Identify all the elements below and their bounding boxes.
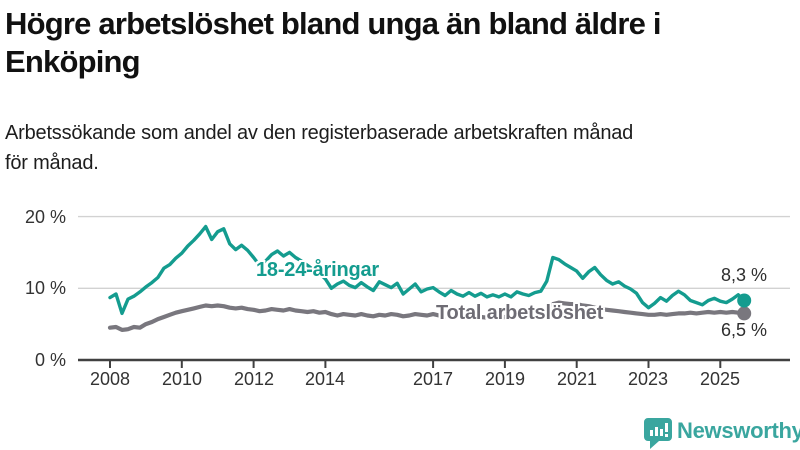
y-axis-tick-label-0: 0 %	[34, 350, 66, 370]
brand-wordmark: Newsworthy	[677, 418, 800, 443]
page-title-line-1: Högre arbetslöshet bland unga än bland ä…	[5, 6, 661, 41]
page-title-line-2: Enköping	[5, 44, 141, 79]
series-label-18-24: 18-24-åringar	[256, 259, 380, 281]
series-label-total: Total arbetslöshet	[436, 302, 604, 324]
page-title: Högre arbetslöshet bland unga än bland ä…	[5, 5, 785, 81]
page-subtitle-line-1: Arbetssökande som andel av den registerb…	[5, 122, 634, 144]
x-axis-tick-label-2008: 2008	[89, 369, 131, 389]
x-axis-tick-label-2010: 2010	[161, 369, 203, 389]
newsworthy-logo-icon	[644, 418, 672, 449]
x-axis-tick-label-2019: 2019	[484, 369, 526, 389]
y-axis-tick-label-20: 20 %	[24, 207, 66, 227]
x-axis-tick-label-2021: 2021	[556, 369, 598, 389]
x-axis-tick-label-2025: 2025	[699, 369, 741, 389]
x-axis-tick-label-2023: 2023	[627, 369, 669, 389]
x-axis-tick-label-2012: 2012	[233, 369, 275, 389]
page-subtitle-line-2: för månad.	[5, 152, 99, 174]
page-subtitle: Arbetssökande som andel av den registerb…	[5, 118, 795, 178]
end-value-label-18-24: 8,3 %	[720, 265, 767, 285]
end-value-label-total: 6,5 %	[720, 320, 767, 340]
y-axis-tick-label-10: 10 %	[24, 278, 66, 298]
x-axis-tick-label-2017: 2017	[412, 369, 454, 389]
x-axis-tick-label-2014: 2014	[304, 369, 346, 389]
